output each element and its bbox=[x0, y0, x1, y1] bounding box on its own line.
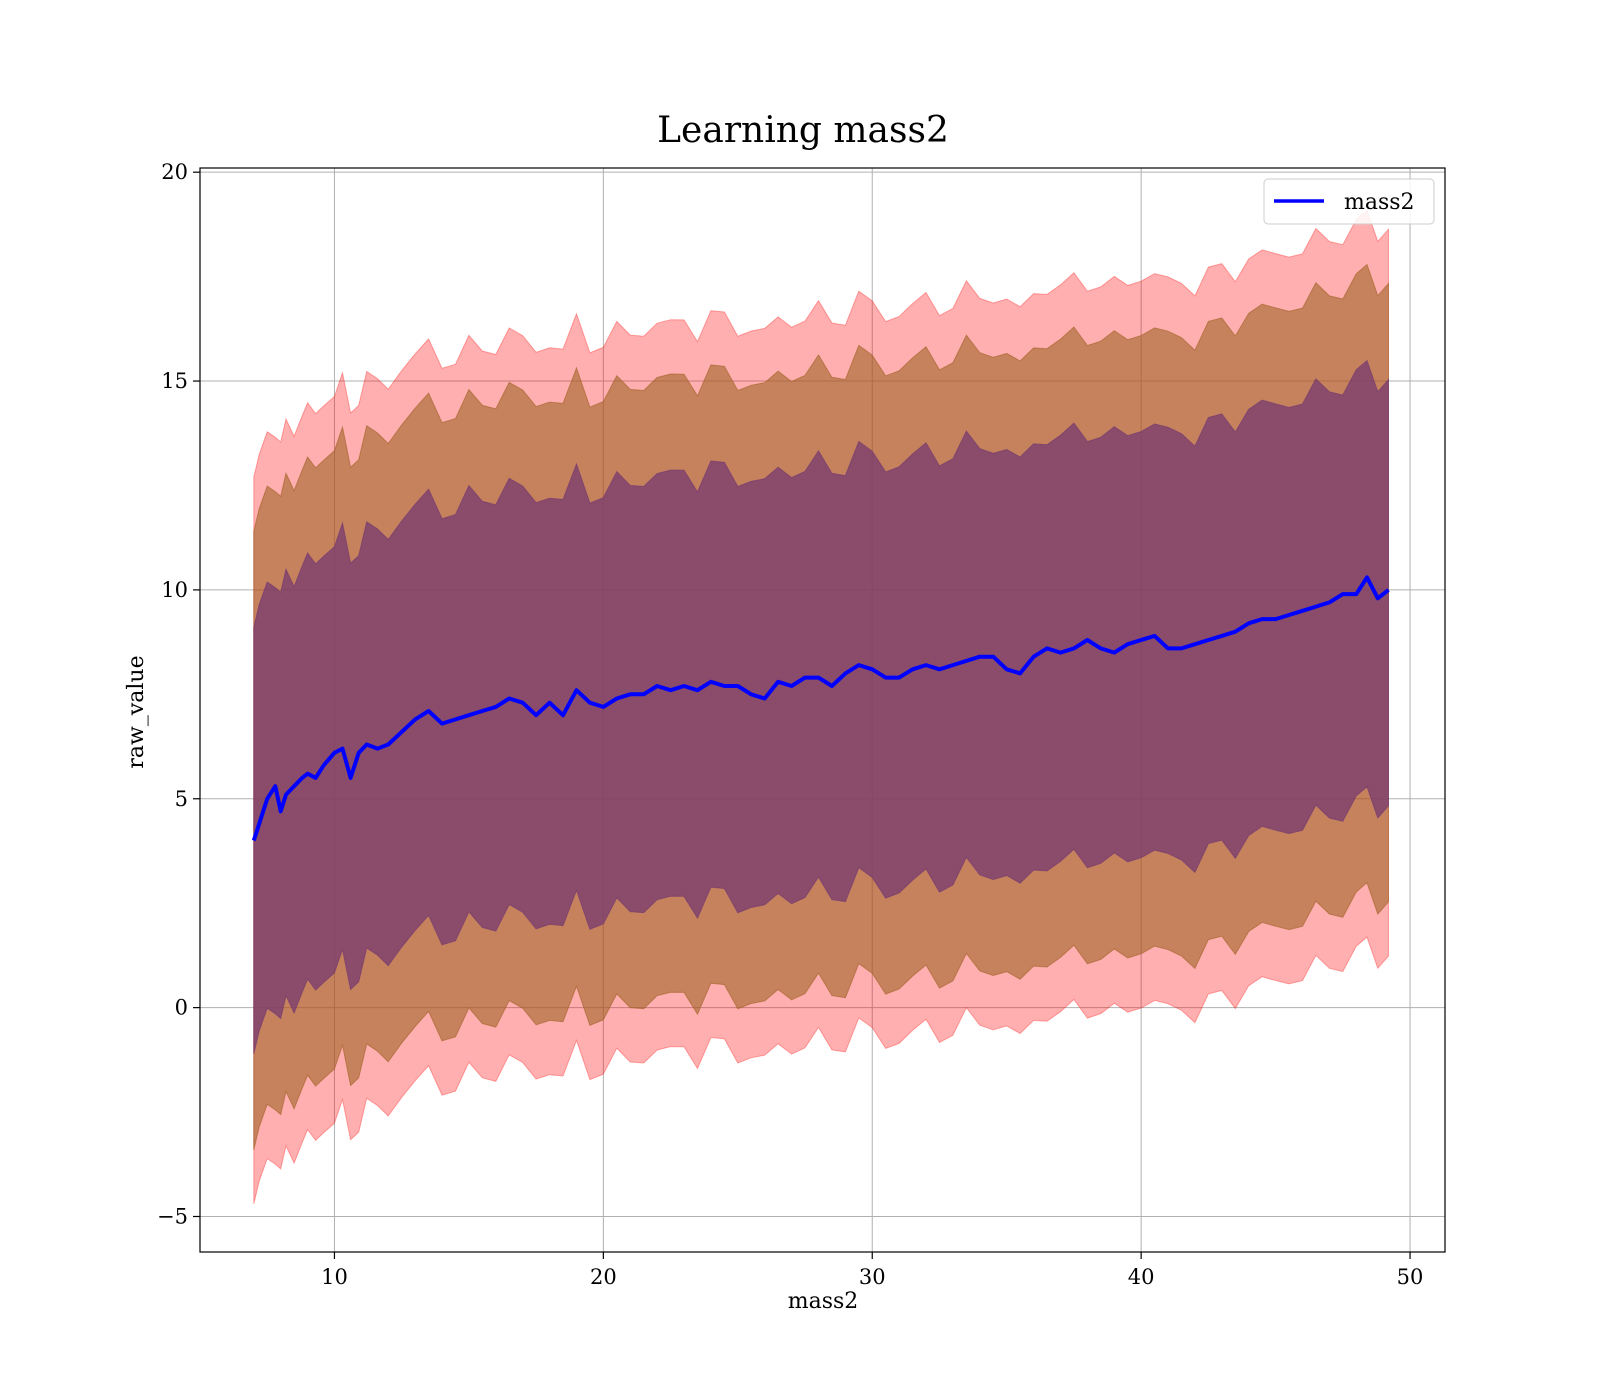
x-tick-label: 20 bbox=[590, 1265, 617, 1289]
x-tick-label: 30 bbox=[859, 1265, 886, 1289]
series-line-mass2 bbox=[251, 575, 1390, 842]
y-tick-label: 15 bbox=[161, 369, 188, 393]
x-axis-ticks: 10 20 30 40 50 bbox=[321, 1252, 1423, 1289]
legend: mass2 bbox=[1263, 178, 1435, 225]
legend-box bbox=[1263, 178, 1435, 225]
y-tick-label: 10 bbox=[161, 578, 188, 602]
x-tick-label: 40 bbox=[1128, 1265, 1155, 1289]
x-tick-label: 10 bbox=[321, 1265, 348, 1289]
band-inner bbox=[253, 359, 1389, 1054]
chart-title: Learning mass2 bbox=[657, 110, 949, 151]
plot-frame bbox=[199, 167, 1446, 1253]
y-axis-label: raw_value bbox=[124, 655, 149, 768]
y-tick-label: 20 bbox=[161, 160, 188, 184]
y-tick-label: 0 bbox=[175, 996, 188, 1020]
y-tick-label: −5 bbox=[157, 1204, 188, 1228]
x-axis-label: mass2 bbox=[788, 1289, 859, 1314]
y-tick-label: 5 bbox=[175, 787, 188, 811]
confidence-bands bbox=[253, 209, 1389, 1205]
y-axis-ticks: −5 0 5 10 15 20 bbox=[157, 160, 200, 1228]
series-lines bbox=[251, 575, 1390, 842]
x-tick-label: 50 bbox=[1397, 1265, 1424, 1289]
legend-label-mass2: mass2 bbox=[1344, 190, 1415, 215]
